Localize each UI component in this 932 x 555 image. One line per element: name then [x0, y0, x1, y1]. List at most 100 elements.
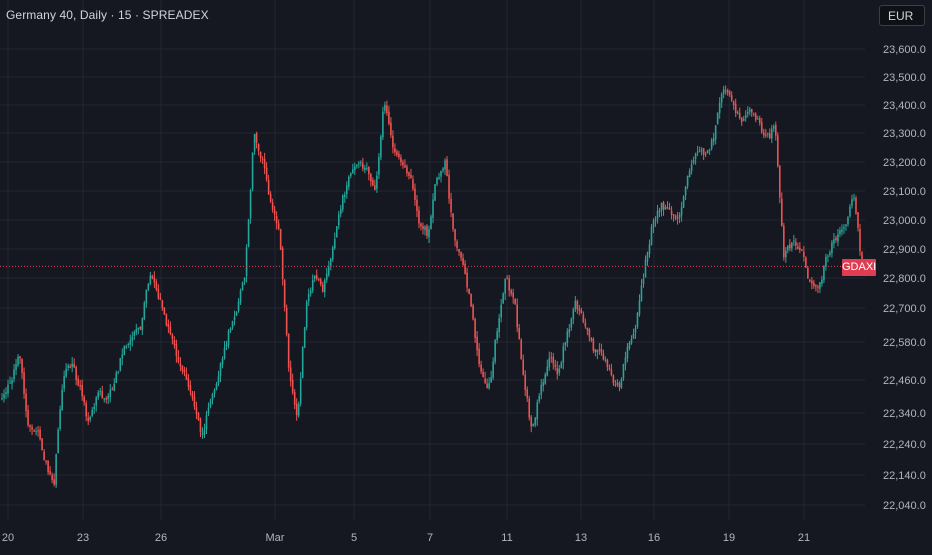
candle: [754, 112, 757, 123]
candle: [89, 415, 92, 423]
candle: [668, 202, 671, 211]
candle: [249, 188, 252, 224]
candle: [346, 181, 348, 199]
candle: [724, 85, 727, 95]
candle: [195, 401, 198, 420]
candle: [57, 427, 59, 454]
candle: [438, 172, 440, 180]
candle: [732, 100, 735, 110]
candle: [125, 344, 128, 349]
candle: [610, 363, 613, 377]
candle: [247, 218, 250, 248]
candle: [217, 370, 220, 387]
candle: [237, 298, 240, 313]
candle: [131, 331, 134, 347]
current-price-tag: GDAXI: [842, 259, 876, 276]
candle: [129, 334, 132, 352]
candle: [472, 303, 474, 321]
candle: [805, 256, 807, 269]
candle: [305, 299, 308, 331]
candle: [678, 212, 681, 224]
candle: [440, 170, 442, 183]
price-tick-label: 22,580.0: [883, 337, 926, 349]
candle: [43, 449, 45, 461]
candle: [191, 390, 194, 401]
candle: [542, 378, 545, 392]
candle: [313, 275, 316, 283]
grid: [0, 0, 865, 520]
candle: [392, 130, 394, 154]
candle: [436, 176, 438, 186]
candle: [199, 417, 202, 437]
candle: [600, 343, 603, 356]
candle: [740, 117, 743, 126]
candle: [73, 358, 75, 369]
price-tick-label: 23,200.0: [883, 157, 926, 169]
candle: [504, 278, 506, 301]
candle: [628, 341, 631, 351]
candle: [552, 352, 555, 370]
candle: [480, 360, 482, 374]
time-tick-label: 7: [427, 532, 433, 544]
candle: [734, 98, 737, 118]
candle: [388, 105, 390, 126]
candle: [175, 339, 178, 363]
chart-title: Germany 40, Daily · 15 · SPREADEX: [6, 8, 209, 22]
candle: [766, 132, 769, 138]
candle: [31, 424, 33, 436]
candle: [115, 370, 118, 384]
candle: [289, 360, 292, 387]
candle: [744, 110, 747, 122]
candle: [829, 250, 831, 257]
candle: [500, 299, 502, 323]
candle: [554, 359, 557, 371]
time-axis[interactable]: 20 23 26 Mar 5 7 11 13 16 19 21: [2, 532, 810, 544]
candle: [490, 370, 492, 383]
candle: [243, 277, 246, 285]
candle: [448, 169, 450, 204]
candle: [295, 398, 298, 421]
candle: [482, 368, 484, 378]
candle: [99, 388, 102, 396]
candle: [518, 323, 521, 340]
candle: [5, 387, 7, 400]
candle: [496, 327, 498, 344]
candle: [47, 460, 49, 476]
candle: [81, 379, 83, 401]
candle: [556, 361, 559, 380]
candle: [400, 154, 402, 166]
candle: [223, 340, 226, 360]
candle: [333, 232, 336, 250]
candle: [464, 260, 466, 275]
candle: [350, 172, 352, 179]
candle: [460, 251, 462, 262]
candle: [849, 203, 851, 218]
candle: [341, 194, 344, 213]
candle: [277, 219, 280, 231]
candle: [510, 288, 512, 297]
candle: [327, 260, 330, 277]
candle: [574, 296, 577, 312]
candle: [165, 313, 168, 327]
candle: [360, 160, 362, 167]
candle: [245, 244, 248, 283]
candle: [821, 275, 823, 287]
candle: [29, 424, 31, 432]
candle: [770, 125, 773, 144]
currency-selector[interactable]: EUR: [879, 5, 925, 26]
candle: [135, 323, 138, 336]
candle: [394, 143, 396, 156]
candle: [11, 377, 13, 390]
candle: [446, 156, 448, 177]
candle: [444, 158, 446, 176]
candle: [317, 277, 320, 282]
price-axis[interactable]: 23,600.0 23,500.0 23,400.0 23,300.0 23,200.0…: [883, 44, 926, 512]
candle: [311, 274, 314, 294]
candle: [7, 379, 9, 398]
candle: [23, 367, 25, 399]
candle: [37, 425, 39, 437]
candle: [652, 218, 655, 234]
candle: [442, 167, 444, 174]
